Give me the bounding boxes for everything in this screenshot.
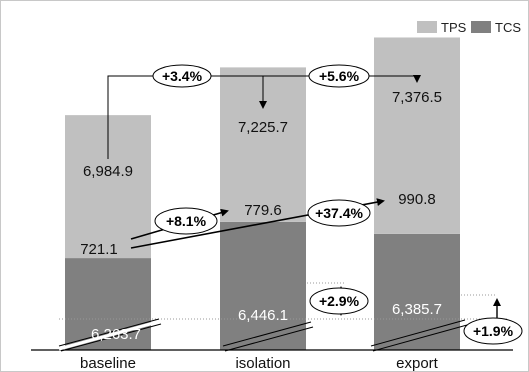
total-change-label-1: +3.4% [162,68,203,84]
axis-break-baseline-marks [58,318,162,352]
bar-tcs-isolation [220,221,306,350]
bar-tps-export [374,37,460,234]
axis-break-baseline [58,319,162,351]
category-label-isolation: isolation [235,355,290,371]
tcs-change-label-2: +1.9% [473,323,514,339]
category-label-export: export [396,355,439,371]
tps-label-baseline: 721.1 [80,241,118,258]
axis-break-export-marks [370,319,468,352]
total-label-export: 7,376.5 [392,89,442,106]
axis-break-isolation-marks [222,321,314,352]
total-label-baseline: 6,984.9 [83,163,133,180]
tcs-change-ellipse-1 [309,287,369,315]
tcs-change-label-1: +2.9% [319,293,360,309]
legend-label-tps: TPS [441,20,467,35]
tps-change-label-1: +8.1% [166,213,207,229]
legend-swatch-tcs [471,21,491,33]
tps-change-ellipse-1 [154,207,218,235]
tps-label-export: 990.8 [398,191,436,208]
total-change-label-2: +5.6% [319,68,360,84]
total-label-isolation: 7,225.7 [238,119,288,136]
tps-change-ellipse-2 [307,199,371,227]
tcs-label-baseline: 6,263.7 [91,326,141,343]
tcs-label-isolation: 6,446.1 [238,307,288,324]
category-label-baseline: baseline [80,355,136,371]
bar-tcs-export [374,233,460,350]
legend: TPS TCS [417,20,521,35]
total-change-ellipse-1 [152,64,212,88]
tps-change-label-2: +37.4% [315,205,363,221]
tps-label-isolation: 779.6 [244,202,282,219]
legend-label-tcs: TCS [495,20,521,35]
tcs-label-export: 6,385.7 [392,301,442,318]
total-change-ellipse-2 [308,64,370,88]
legend-swatch-tps [417,21,437,33]
tcs-change-ellipse-2 [463,317,523,345]
